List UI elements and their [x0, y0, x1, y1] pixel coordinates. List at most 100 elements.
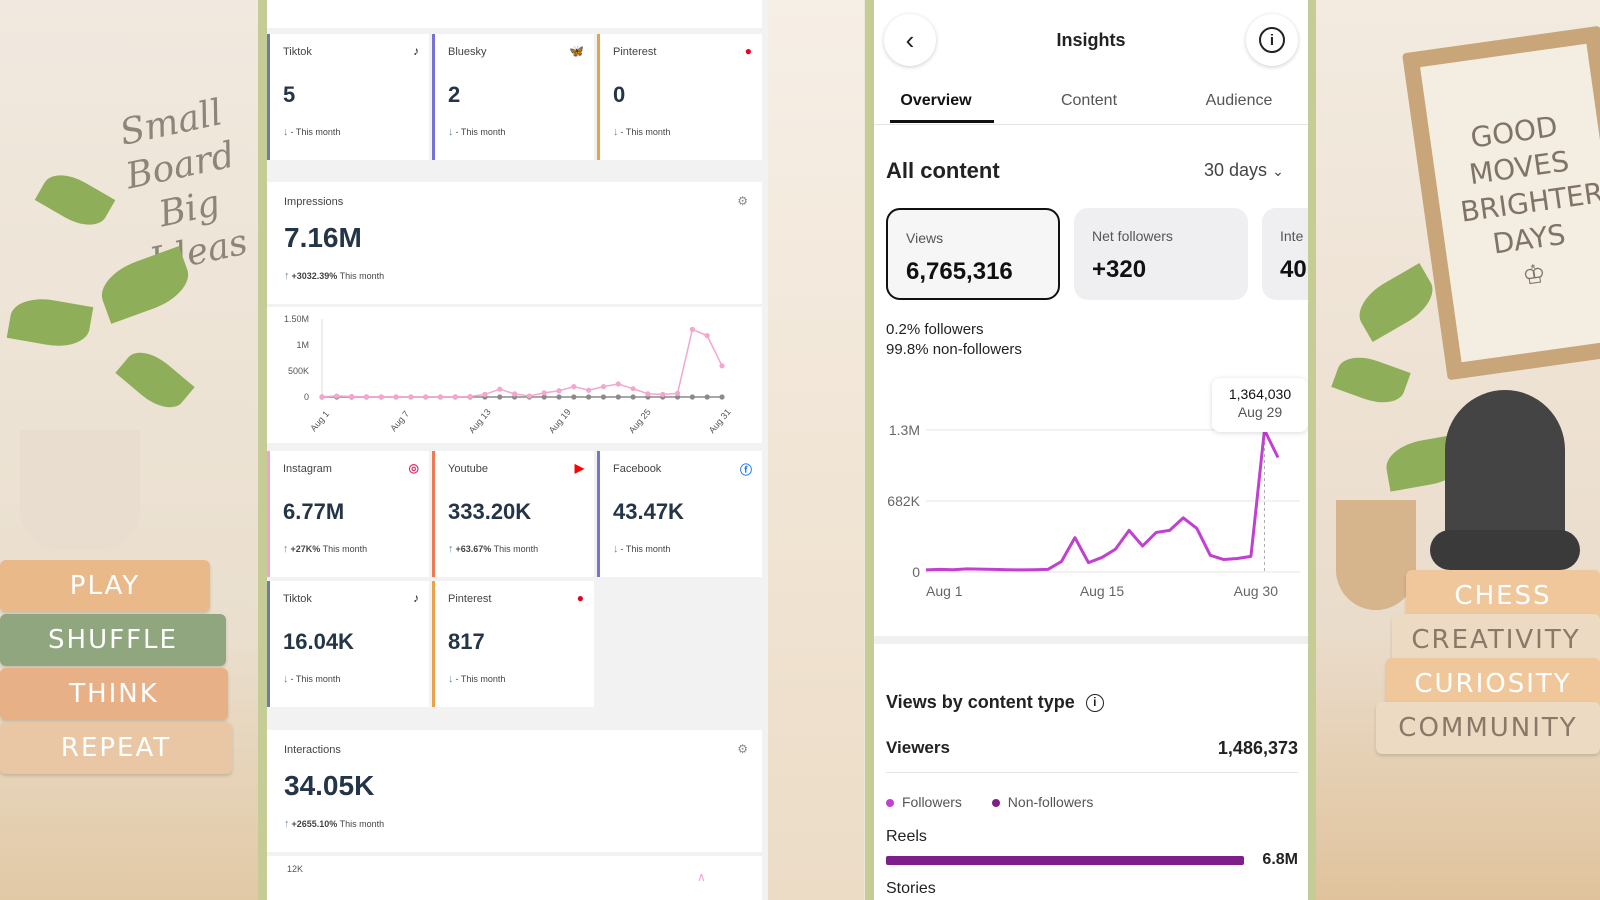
tiktok-icon: ♪ [413, 591, 419, 605]
tab-overview[interactable]: Overview [884, 92, 988, 110]
book-label: PLAY [69, 571, 141, 601]
chart-legend: Followers Non-followers [886, 794, 1093, 810]
book: CURIOSITY [1386, 658, 1600, 710]
tooltip-date: Aug 29 [1237, 404, 1283, 420]
metric-card-interactions[interactable]: Inte 40 [1262, 208, 1308, 300]
platform-card-facebook[interactable]: Facebook ⓕ 43.47K ↓ - This month [597, 451, 762, 577]
y-tick-label: 0 [304, 392, 309, 402]
right-frame-edge [865, 0, 874, 900]
platform-card-tiktok[interactable]: Tiktok ♪ 5 ↓ - This month [267, 34, 429, 160]
book: CHESS [1406, 570, 1600, 622]
card-platform-name: Pinterest [613, 46, 657, 58]
chart-tooltip: 1,364,030 Aug 29 [1212, 378, 1308, 432]
range-value: 30 days [1204, 160, 1268, 180]
arrow-down-icon: ↓ [448, 673, 454, 685]
plant-leaf [1350, 263, 1442, 342]
card-value: 43.47K [613, 499, 684, 524]
middle-background [768, 0, 864, 900]
page-title: Insights [1056, 30, 1126, 50]
arrow-up-icon: ↑ [283, 543, 289, 555]
data-point [674, 390, 681, 396]
metric-label: Net followers [1092, 228, 1173, 244]
right-frame-edge [1308, 0, 1317, 900]
viewers-value: 1,486,373 [1217, 738, 1298, 758]
data-point [363, 394, 370, 400]
data-point [437, 394, 444, 400]
tab-audience[interactable]: Audience [1184, 92, 1294, 110]
settings-icon[interactable]: ⚙ [737, 742, 748, 756]
x-tick-label: Aug 31 [707, 407, 733, 435]
x-tick-label: Aug 13 [467, 407, 493, 435]
info-icon[interactable]: i [1085, 694, 1104, 713]
info-button[interactable]: i [1246, 14, 1298, 66]
insights-screen: ‹ Insights i Overview Content Audience A… [874, 0, 1308, 900]
views-series-line [925, 428, 1280, 572]
facebook-icon: ⓕ [739, 463, 752, 477]
platform-card-bluesky[interactable]: Bluesky 🦋 2 ↓ - This month [432, 34, 594, 160]
left-frame-edge [258, 0, 267, 900]
analytics-dashboard: Tiktok ♪ 5 ↓ - This month Bluesky 🦋 2 ↓ - … [267, 0, 768, 900]
card-platform-name: Youtube [448, 463, 488, 475]
card-platform-name: Facebook [613, 463, 662, 475]
youtube-icon: ▶ [574, 461, 584, 475]
book-label: CREATIVITY [1411, 625, 1581, 655]
card-period: - This month [455, 127, 506, 137]
metric-label: Views [906, 230, 944, 246]
card-platform-name: Instagram [283, 463, 332, 475]
stories-label: Stories [886, 880, 936, 897]
card-period: - This month [290, 127, 341, 137]
series-line [321, 328, 723, 398]
arrow-down-icon: ↓ [283, 673, 289, 685]
x-tick-label: Aug 15 [1080, 583, 1125, 599]
data-point [704, 394, 710, 400]
data-point [660, 391, 666, 397]
tabs-divider [874, 124, 1308, 125]
impressions-change: ↑ +3032.39% This month [284, 270, 384, 282]
card-period: This month [493, 544, 539, 554]
x-tick-label: Aug 1 [926, 583, 963, 599]
interactions-summary: Interactions ⚙ 34.05K ↑ +2655.10% This mo… [267, 730, 762, 852]
platform-card-pinterest[interactable]: Pinterest ● 817 ↓ - This month [432, 581, 594, 707]
book-label: COMMUNITY [1398, 713, 1578, 743]
y-tick-label: 12K [287, 864, 304, 874]
followers-percent: 0.2% followers [886, 321, 984, 338]
book: THINK [0, 668, 228, 720]
change-period: This month [339, 819, 385, 829]
tab-label: Content [1060, 92, 1118, 109]
impressions-value: 7.16M [284, 222, 362, 253]
info-icon: i [1259, 27, 1285, 53]
reels-bar [886, 856, 1244, 865]
platform-card-instagram[interactable]: Instagram ◎ 6.77M ↑ +27K% This month [267, 451, 429, 577]
arrow-down-icon: ↓ [283, 126, 289, 138]
x-tick-label: Aug 19 [547, 407, 573, 435]
section-title: All content [886, 158, 1000, 183]
legend-label: Followers [902, 794, 962, 810]
card-value: 5 [283, 82, 296, 107]
metric-card-net-followers[interactable]: Net followers +320 [1074, 208, 1248, 300]
platform-card-youtube[interactable]: Youtube ▶ 333.20K ↑ +63.67% This month [432, 451, 594, 577]
data-point [571, 384, 577, 390]
card-period: - This month [620, 127, 671, 137]
card-change: ↓ - This month [448, 673, 505, 685]
range-dropdown[interactable]: 30 days ⌄ [1204, 160, 1284, 181]
platform-card-tiktok[interactable]: Tiktok ♪ 16.04K ↓ - This month [267, 581, 429, 707]
views-chart: 1.3M 682K 0 Aug 1 Aug 15 Aug 30 [887, 422, 1300, 599]
y-tick-label: 1.50M [284, 314, 309, 324]
y-tick-label: 500K [288, 366, 309, 376]
card-change: ↑ +27K% This month [283, 543, 367, 555]
back-button[interactable]: ‹ [884, 14, 936, 66]
data-point [630, 394, 636, 400]
plant-pot [1336, 500, 1416, 610]
card-change: ↓ - This month [613, 543, 670, 555]
data-point [497, 386, 503, 392]
tab-content[interactable]: Content [1034, 92, 1144, 110]
y-tick-label: 1.3M [889, 422, 920, 438]
x-tick-label: Aug 30 [1234, 583, 1279, 599]
platform-card-pinterest[interactable]: Pinterest ● 0 ↓ - This month [597, 34, 762, 160]
metric-card-views[interactable]: Views 6,765,316 [886, 208, 1060, 300]
settings-icon[interactable]: ⚙ [737, 194, 748, 208]
plant-pot [20, 430, 140, 550]
data-point [393, 394, 399, 400]
impressions-title: Impressions [284, 196, 344, 208]
metric-value: 6,765,316 [906, 258, 1013, 285]
